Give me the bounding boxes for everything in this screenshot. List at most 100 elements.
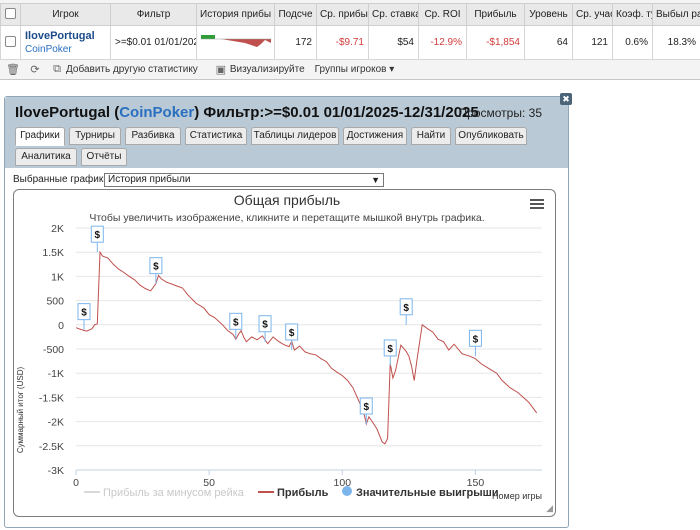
tab-statistics[interactable]: Статистика: [185, 127, 247, 145]
column-header[interactable]: Коэф. ту|: [612, 3, 653, 26]
eliminated-cell: 18.3%: [652, 25, 700, 60]
player-name-link[interactable]: IlovePortugal: [25, 29, 95, 42]
report-title: IlovePortugal (CoinPoker) Фильтр:>=$0.01…: [15, 104, 479, 121]
big-win-marker-label: $: [95, 230, 101, 241]
big-win-markers: $ $ $ $ $ $ $ $ $ $: [77, 225, 482, 425]
chart-menu-icon[interactable]: [526, 195, 550, 215]
x-tick-label: 50: [203, 477, 215, 489]
player-stats-table: Игрок Фильтр История прибы Подсче Ср. пр…: [0, 3, 700, 60]
player-cell[interactable]: IlovePortugal CoinPoker: [20, 25, 111, 60]
x-axis-label: Номер игры: [492, 491, 542, 501]
big-win-marker-label: $: [262, 320, 268, 331]
x-tick-label: 100: [334, 477, 352, 489]
legend-swatch: [342, 486, 352, 496]
big-win-marker[interactable]: $: [77, 303, 91, 330]
profit-chart[interactable]: 2K 1.5K 1K 500 0 -500 -1K -1.5K -2K -2.5K -3K 0 50 1…: [14, 190, 555, 516]
y-tick-label: -500: [43, 344, 64, 356]
legend-label: Значительные выигрыши: [356, 487, 499, 499]
resize-handle[interactable]: ◢: [546, 503, 553, 513]
filter-cell: >=$0.01 01/01/2025-12/31/2025: [110, 25, 197, 60]
y-tick-label: 500: [46, 296, 64, 308]
legend-label: Прибыль за минусом рейка: [103, 487, 245, 499]
tab-achievements[interactable]: Достижения: [343, 127, 407, 145]
select-all-checkbox[interactable]: [5, 7, 16, 19]
big-win-marker[interactable]: $: [229, 312, 243, 340]
x-tick-label: 0: [73, 477, 79, 489]
column-header[interactable]: Ср. ROI: [418, 3, 467, 26]
player-groups-label: Группы игроков: [314, 63, 387, 75]
y-tick-label: 1.5K: [42, 247, 64, 259]
add-stat-button[interactable]: Добавить другую статистику: [66, 63, 198, 75]
column-header[interactable]: Фильтр: [110, 3, 197, 26]
chart-grid: [76, 227, 542, 471]
big-win-marker-label: $: [387, 344, 393, 355]
legend-item-net-profit[interactable]: Прибыль за минусом рейка: [84, 487, 245, 499]
level-cell: 64: [524, 25, 573, 60]
avg-stake-cell: $54: [368, 25, 419, 60]
views-count: Просмотры: 35: [458, 106, 542, 120]
report-site-link[interactable]: CoinPoker: [119, 104, 195, 121]
big-win-marker[interactable]: $: [90, 225, 104, 253]
avg-entrants-cell: 121: [572, 25, 613, 60]
big-win-marker[interactable]: $: [258, 315, 272, 342]
column-header[interactable]: Подсче: [274, 3, 317, 26]
row-checkbox[interactable]: [5, 35, 16, 47]
column-header[interactable]: Ср. ставка: [368, 3, 419, 26]
legend-item-profit[interactable]: Прибыль: [258, 487, 329, 499]
profit-line: [75, 250, 538, 445]
column-header[interactable]: Выбыл ра: [652, 3, 700, 26]
avg-roi-cell: -12.9%: [418, 25, 467, 60]
row-checkbox-cell[interactable]: [0, 25, 21, 60]
close-icon[interactable]: ✖: [560, 93, 572, 105]
x-axis-ticks: 0 50 100 150: [73, 470, 484, 489]
refresh-icon[interactable]: ⟳: [30, 63, 40, 76]
y-tick-label: -1K: [48, 368, 64, 380]
chart-title: Общая прибыль: [234, 192, 340, 208]
trash-icon[interactable]: 🗑: [6, 63, 20, 76]
sparkline-negative: [215, 39, 271, 47]
column-header[interactable]: Ср. прибы: [316, 3, 369, 26]
y-tick-label: 1K: [51, 271, 64, 283]
selected-charts-label: Выбранные графики:: [13, 174, 112, 185]
legend-item-big-wins[interactable]: Значительные выигрыши: [342, 486, 499, 499]
tab-publish[interactable]: Опубликовать: [455, 127, 527, 145]
chart-container[interactable]: 2K 1.5K 1K 500 0 -500 -1K -1.5K -2K -2.5K -3K 0 50 1…: [13, 189, 556, 517]
chart-series: [75, 250, 538, 445]
select-all-header[interactable]: [0, 3, 21, 26]
count-cell: 172: [274, 25, 317, 60]
tab-reports[interactable]: Отчёты: [81, 148, 127, 166]
y-axis-label: Суммарный итог (USD): [16, 367, 25, 454]
big-win-marker-label: $: [403, 303, 409, 314]
tab-charts[interactable]: Графики: [15, 127, 65, 146]
x-tick-label: 150: [467, 477, 485, 489]
visualize-button[interactable]: Визуализируйте: [229, 63, 305, 75]
big-win-marker[interactable]: $: [359, 397, 373, 425]
chart-type-select[interactable]: История прибыли ▼: [104, 173, 384, 187]
sparkline-positive: [201, 35, 215, 39]
column-header[interactable]: История прибы: [196, 3, 275, 26]
tab-tournaments[interactable]: Турниры: [69, 127, 121, 145]
column-header[interactable]: Уровень: [524, 3, 573, 26]
big-win-marker[interactable]: $: [468, 329, 482, 357]
big-win-marker[interactable]: $: [149, 257, 163, 284]
y-tick-label: -1.5K: [39, 392, 64, 404]
tab-find[interactable]: Найти: [411, 127, 451, 145]
chevron-down-icon: ▼: [371, 175, 380, 185]
tab-analytics[interactable]: Аналитика: [15, 148, 77, 166]
profit-history-sparkline[interactable]: [196, 25, 275, 60]
tab-breakdown[interactable]: Разбивка: [125, 127, 181, 145]
big-win-marker[interactable]: $: [399, 298, 413, 325]
column-header[interactable]: Ср. учас: [572, 3, 613, 26]
column-header[interactable]: Прибыль: [466, 3, 525, 26]
player-groups-dropdown[interactable]: Группы игроков ▾: [315, 64, 395, 75]
report-player-name: IlovePortugal: [15, 104, 111, 121]
sparkline-graph: [201, 35, 271, 47]
big-win-marker-label: $: [233, 317, 239, 328]
column-header[interactable]: Игрок: [20, 3, 111, 26]
table-row[interactable]: IlovePortugal CoinPoker >=$0.01 01/01/20…: [0, 25, 700, 60]
tab-leaderboards[interactable]: Таблицы лидеров: [251, 127, 339, 145]
big-win-marker[interactable]: $: [285, 323, 299, 350]
big-win-marker[interactable]: $: [383, 339, 397, 366]
chart-subtitle: Чтобы увеличить изображение, кликните и …: [89, 212, 484, 224]
y-axis-ticks: 2K 1.5K 1K 500 0 -500 -1K -1.5K -2K -2.5K -3K: [39, 223, 64, 477]
